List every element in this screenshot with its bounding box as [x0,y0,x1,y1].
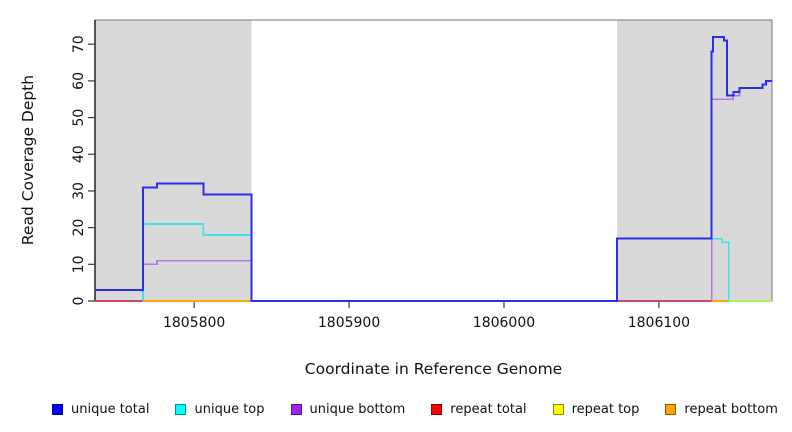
y-tick-label: 10 [71,255,87,273]
legend-swatch [52,403,63,415]
y-tick-label: 30 [71,182,87,200]
y-tick-label: 70 [71,35,87,53]
x-tick-label: 1806100 [628,315,690,331]
legend-label: repeat top [571,401,640,417]
legend-swatch [431,403,443,415]
legend: unique total unique top unique bottom repea… [52,398,778,420]
y-tick-label: 50 [71,109,87,127]
legend-label: unique top [194,401,265,417]
series-unique-total [95,35,772,302]
legend-swatch [290,403,302,415]
legend-item-unique-bottom: unique bottom [290,401,406,417]
legend-item-repeat-top: repeat top [552,401,640,417]
x-tick-label: 1805900 [318,315,380,331]
x-axis-title: Coordinate in Reference Genome [304,360,563,378]
legend-swatch [175,403,187,415]
legend-swatch [552,403,564,415]
x-tick-label: 1806000 [473,315,535,331]
legend-label: repeat bottom [684,401,778,417]
legend-item-unique-top: unique top [175,401,265,417]
y-tick-label: 40 [71,145,87,163]
legend-item-repeat-total: repeat total [431,401,527,417]
legend-item-unique-total: unique total [52,402,149,417]
right-shaded-region [617,20,772,301]
y-axis-title: Read Coverage Depth [19,74,37,246]
legend-item-repeat-bottom: repeat bottom [665,402,778,417]
legend-swatch [665,403,677,415]
y-tick-label: 0 [71,297,87,306]
y-tick-label: 20 [71,219,87,237]
y-tick-label: 60 [71,72,87,90]
legend-label: unique bottom [309,401,406,417]
x-tick-label: 1805800 [163,315,225,331]
legend-label: unique total [71,401,150,417]
left-shaded-region [95,20,252,301]
legend-label: repeat total [450,401,527,417]
